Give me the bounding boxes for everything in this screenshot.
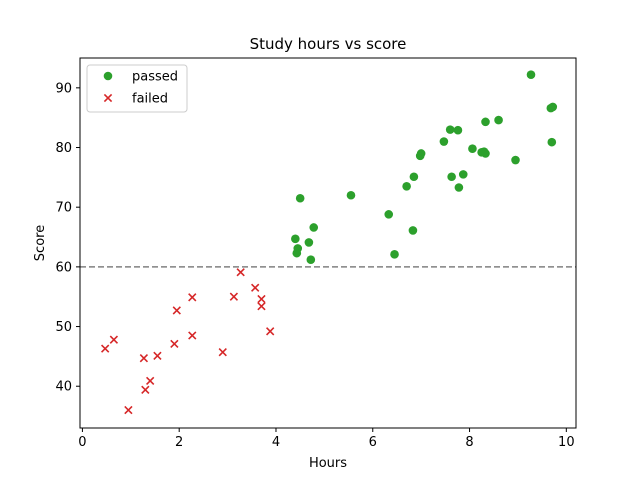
series-passed [291,70,558,265]
chart-title: Study hours vs score [250,35,407,53]
point-failed-0 [100,344,110,353]
point-failed-2 [124,405,133,415]
point-failed-14 [251,283,260,292]
point-failed-10 [188,293,197,302]
legend: passed failed [86,64,188,113]
legend-marker-passed [103,71,113,81]
point-failed-4 [141,385,150,394]
point-passed-9 [390,250,399,259]
point-passed-27 [511,155,520,165]
point-passed-18 [453,125,463,135]
point-failed-6 [153,351,162,360]
y-tick-label: 70 [55,201,72,216]
point-passed-15 [439,137,449,146]
point-failed-8 [172,306,181,315]
x-axis-label: Hours [309,456,347,471]
y-tick-label: 60 [55,260,72,275]
x-tick-label: 2 [175,435,183,450]
x-tick-label: 6 [369,435,377,450]
point-failed-13 [236,268,245,277]
x-tick-label: 8 [465,435,473,450]
point-passed-19 [454,183,464,192]
point-failed-16 [257,302,266,311]
point-passed-30 [548,102,558,112]
point-failed-15 [257,294,266,304]
point-passed-6 [309,223,319,232]
point-failed-12 [229,292,239,301]
y-tick-label: 50 [55,320,72,335]
point-passed-14 [416,149,426,158]
point-failed-5 [146,376,155,386]
point-failed-11 [218,348,227,357]
point-passed-8 [384,210,394,219]
point-passed-16 [445,125,455,134]
point-passed-26 [494,115,503,125]
y-axis-label: Score [33,225,48,261]
point-passed-7 [346,190,356,200]
point-passed-4 [304,238,314,247]
point-passed-24 [481,149,490,158]
point-passed-11 [408,226,418,235]
y-tick-label: 40 [55,380,72,395]
point-failed-7 [170,339,179,349]
x-tick-label: 4 [272,435,280,450]
point-passed-25 [481,117,490,127]
legend-marker-failed [103,93,113,103]
point-passed-2 [292,248,302,258]
legend-label-passed: passed [132,70,178,85]
point-passed-17 [447,172,456,182]
y-tick-label: 80 [55,141,72,156]
plot-frame [79,57,577,429]
x-tick-label: 10 [558,435,575,450]
point-passed-12 [409,172,419,182]
y-tick-label: 90 [55,81,72,96]
point-failed-9 [188,331,197,340]
point-passed-31 [547,137,557,147]
point-passed-3 [295,193,305,203]
point-failed-3 [139,354,149,363]
point-passed-10 [402,182,411,191]
point-passed-0 [291,234,300,244]
x-tick-label: 0 [78,435,86,450]
point-passed-21 [468,144,477,154]
legend-label-failed: failed [132,92,168,107]
point-failed-17 [266,327,275,336]
points-layer [100,70,558,415]
point-passed-5 [306,255,316,265]
series-failed [100,268,275,415]
point-passed-20 [458,170,468,179]
axes-layer: 0 2 4 6 8 10 40 50 60 70 80 90 [55,57,577,450]
point-failed-1 [109,335,119,344]
point-passed-28 [526,70,536,80]
